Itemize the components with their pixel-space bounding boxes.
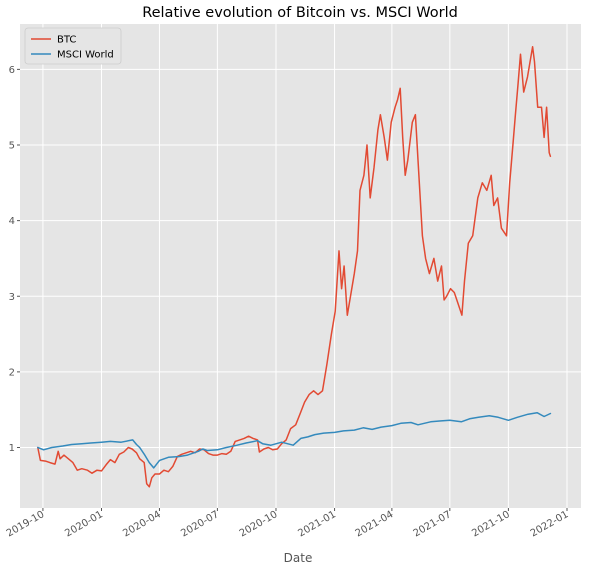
y-tick-label: 1 bbox=[9, 443, 15, 454]
y-tick-label: 3 bbox=[9, 292, 15, 303]
y-tick-label: 5 bbox=[9, 141, 15, 152]
plot-background bbox=[20, 24, 581, 508]
legend-label: BTC bbox=[57, 35, 76, 46]
y-tick-label: 4 bbox=[9, 216, 15, 227]
legend-label: MSCI World bbox=[57, 50, 114, 61]
y-tick-label: 6 bbox=[9, 65, 15, 76]
legend-box bbox=[24, 27, 122, 65]
series-line-btc bbox=[37, 45, 552, 488]
chart-title: Relative evolution of Bitcoin vs. MSCI W… bbox=[142, 5, 458, 21]
series-line-msci-world bbox=[37, 411, 552, 469]
y-tick-label: 2 bbox=[9, 367, 15, 378]
x-axis-label: Date bbox=[284, 551, 313, 565]
